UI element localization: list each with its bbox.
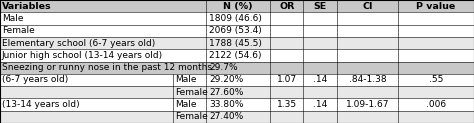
Text: Sneezing or runny nose in the past 12 months: Sneezing or runny nose in the past 12 mo… [2,63,212,72]
Bar [0,37,474,49]
Text: .84-1.38: .84-1.38 [348,75,386,85]
Text: Male: Male [2,14,23,23]
Text: P value: P value [417,2,456,11]
Bar [0,12,474,25]
Bar [0,74,474,86]
Text: .14: .14 [313,100,327,109]
Text: 29.7%: 29.7% [209,63,237,72]
Bar [0,49,474,62]
Text: 1.07: 1.07 [277,75,297,85]
Text: Elementary school (6-7 years old): Elementary school (6-7 years old) [2,38,155,48]
Text: 33.80%: 33.80% [209,100,244,109]
Text: .55: .55 [429,75,443,85]
Text: CI: CI [362,2,373,11]
Bar [0,62,474,74]
Text: Female: Female [175,88,208,97]
Text: 2122 (54.6): 2122 (54.6) [209,51,262,60]
Text: 1788 (45.5): 1788 (45.5) [209,38,262,48]
Text: 27.60%: 27.60% [209,88,244,97]
Bar [0,111,474,123]
Text: Variables: Variables [2,2,52,11]
Text: .14: .14 [313,75,327,85]
Text: 1.35: 1.35 [277,100,297,109]
Text: 2069 (53.4): 2069 (53.4) [209,26,262,35]
Text: .006: .006 [426,100,446,109]
Bar [0,98,474,111]
Text: Male: Male [175,75,196,85]
Text: (13-14 years old): (13-14 years old) [2,100,80,109]
Bar [0,86,474,98]
Text: N (%): N (%) [223,2,253,11]
Text: Female: Female [175,112,208,121]
Text: Female: Female [2,26,35,35]
Text: (6-7 years old): (6-7 years old) [2,75,68,85]
Text: SE: SE [313,2,327,11]
Text: 1809 (46.6): 1809 (46.6) [209,14,262,23]
Text: Male: Male [175,100,196,109]
Text: 29.20%: 29.20% [209,75,243,85]
Bar [0,25,474,37]
Text: Junior high school (13-14 years old): Junior high school (13-14 years old) [2,51,163,60]
Text: OR: OR [279,2,294,11]
Text: 1.09-1.67: 1.09-1.67 [346,100,389,109]
Bar [0,0,474,12]
Text: 27.40%: 27.40% [209,112,243,121]
